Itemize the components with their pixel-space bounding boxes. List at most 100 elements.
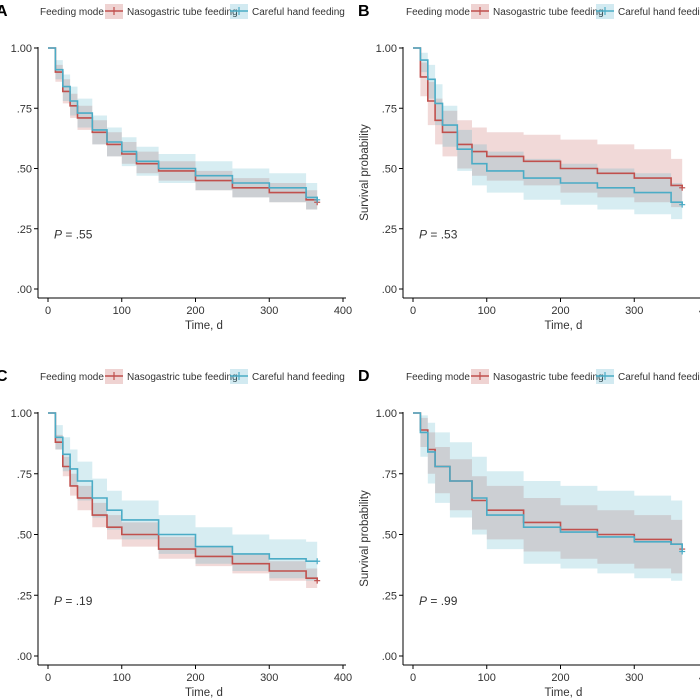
panel-c: C Feeding mode Nasogastric tube feeding Car… — [0, 368, 352, 699]
y-tick-label: .25 — [382, 224, 397, 236]
p-symbol: P — [419, 227, 427, 241]
survival-curve-hand-feeding — [413, 47, 683, 205]
y-tick-label: .75 — [17, 103, 32, 115]
p-value: = .19 — [62, 594, 93, 608]
y-tick-label: .50 — [382, 164, 397, 176]
p-value-annotation: P = .55 — [54, 227, 93, 241]
legend-key-hand-feeding — [230, 369, 248, 384]
legend-title: Feeding mode — [406, 7, 470, 18]
y-tick-label: .00 — [382, 284, 397, 296]
x-tick-label: 0 — [410, 305, 416, 317]
ci-band-hand-feeding — [48, 48, 318, 212]
legend-label: Careful hand feeding — [252, 372, 345, 383]
legend-label: Nasogastric tube feeding — [127, 372, 238, 383]
legend-title: Feeding mode — [40, 372, 104, 383]
y-tick-label: 1.00 — [11, 43, 32, 55]
y-tick-label: .50 — [17, 530, 32, 542]
p-value-annotation: P = .99 — [419, 594, 458, 608]
p-value: = .55 — [62, 227, 93, 241]
x-tick-label: 200 — [551, 672, 569, 684]
p-value-annotation: P = .53 — [419, 227, 458, 241]
x-tick-label: 0 — [410, 672, 416, 684]
x-tick-label: 400 — [334, 672, 352, 684]
survival-curve-hand-feeding — [48, 47, 318, 200]
panel-letter: A — [0, 3, 8, 20]
legend-title: Feeding mode — [40, 7, 104, 18]
x-tick-label: 200 — [551, 305, 569, 317]
x-tick-label: 400 — [334, 305, 352, 317]
x-tick-label: 100 — [478, 672, 496, 684]
ci-band-hand-feeding — [413, 48, 683, 222]
legend-label: Nasogastric tube feeding — [493, 7, 604, 18]
p-value: = .53 — [427, 227, 458, 241]
legend-label: Nasogastric tube feeding — [127, 7, 238, 18]
legend-key-hand-feeding — [596, 369, 614, 384]
y-tick-label: .75 — [17, 469, 32, 481]
y-tick-label: .50 — [382, 530, 397, 542]
x-tick-label: 400 — [699, 672, 700, 684]
panel-letter: D — [358, 368, 370, 385]
p-symbol: P — [54, 594, 62, 608]
legend-label: Careful hand feeding — [252, 7, 345, 18]
x-tick-label: 100 — [478, 305, 496, 317]
survival-curve-ng-tube — [48, 47, 318, 203]
legend-title: Feeding mode — [406, 372, 470, 383]
panel-d: D Feeding mode Nasogastric tube feeding Car… — [358, 368, 700, 699]
y-tick-label: .00 — [382, 651, 397, 663]
x-tick-label: 300 — [260, 672, 278, 684]
y-tick-label: 1.00 — [376, 408, 397, 420]
x-tick-label: 100 — [113, 672, 131, 684]
plot-area — [48, 412, 321, 591]
panel-letter: C — [0, 368, 8, 385]
x-tick-label: 0 — [45, 672, 51, 684]
p-symbol: P — [419, 594, 427, 608]
survival-curve-hand-feeding — [413, 412, 683, 552]
x-axis-label: Time, d — [185, 320, 223, 332]
p-value: = .99 — [427, 594, 458, 608]
survival-curve-hand-feeding — [48, 412, 318, 562]
legend-key-ng-tube — [471, 369, 489, 384]
p-value-annotation: P = .19 — [54, 594, 93, 608]
panel-a: A Feeding mode Nasogastric tube feeding Car… — [0, 3, 352, 332]
legend-key-ng-tube — [471, 4, 489, 19]
y-tick-label: .00 — [17, 651, 32, 663]
y-axis-label: Survival probability — [359, 124, 371, 221]
x-tick-label: 0 — [45, 305, 51, 317]
x-tick-label: 300 — [625, 305, 643, 317]
y-tick-label: .25 — [17, 224, 32, 236]
legend-key-ng-tube — [105, 369, 123, 384]
legend-key-hand-feeding — [230, 4, 248, 19]
y-tick-label: .75 — [382, 469, 397, 481]
survival-curve-ng-tube — [48, 412, 318, 581]
x-axis-label: Time, d — [185, 687, 223, 699]
legend-label: Careful hand feeding — [618, 372, 700, 383]
ci-band-hand-feeding — [413, 413, 683, 586]
y-tick-label: 1.00 — [376, 43, 397, 55]
plot-area — [413, 412, 686, 586]
x-tick-label: 400 — [699, 305, 700, 317]
panel-b: B Feeding mode Nasogastric tube feeding Car… — [358, 3, 700, 332]
x-tick-label: 300 — [260, 305, 278, 317]
panel-letter: B — [358, 3, 370, 20]
x-tick-label: 100 — [113, 305, 131, 317]
legend-label: Nasogastric tube feeding — [493, 372, 604, 383]
p-symbol: P — [54, 227, 62, 241]
y-tick-label: .75 — [382, 103, 397, 115]
y-tick-label: .50 — [17, 164, 32, 176]
x-tick-label: 300 — [625, 672, 643, 684]
y-tick-label: .25 — [17, 590, 32, 602]
ci-band-hand-feeding — [48, 413, 318, 581]
y-tick-label: .00 — [17, 284, 32, 296]
legend-key-hand-feeding — [596, 4, 614, 19]
x-tick-label: 200 — [186, 672, 204, 684]
y-tick-label: 1.00 — [11, 408, 32, 420]
x-axis-label: Time, d — [545, 687, 583, 699]
y-axis-label: Survival probability — [359, 490, 371, 587]
plot-area — [413, 47, 686, 222]
x-axis-label: Time, d — [545, 320, 583, 332]
legend-label: Careful hand feeding — [618, 7, 700, 18]
ci-band-ng-tube — [48, 413, 318, 591]
y-tick-label: .25 — [382, 590, 397, 602]
legend-key-ng-tube — [105, 4, 123, 19]
